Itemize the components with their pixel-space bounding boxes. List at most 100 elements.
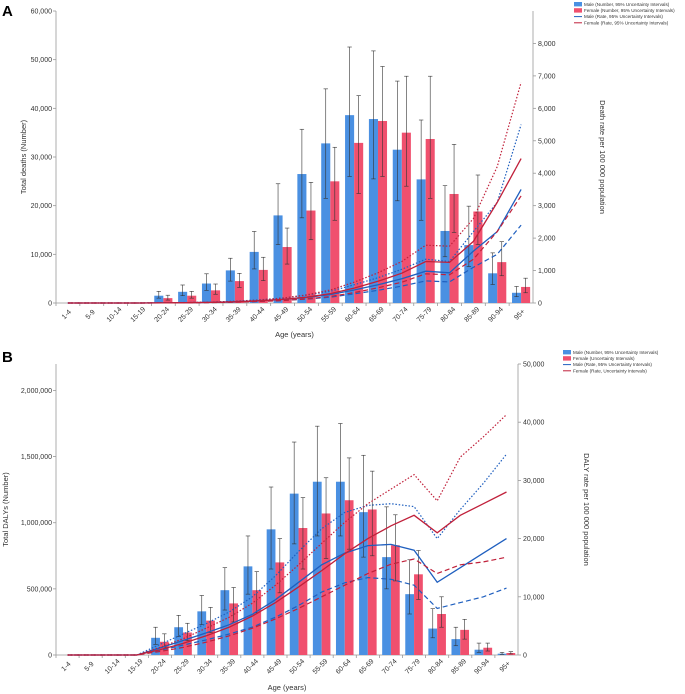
panel-a-bar-male — [297, 174, 307, 303]
panel-b-bar-male — [428, 628, 438, 655]
panel-b-legend-label: Male (Rate, 95% Uncertainty Intervals) — [573, 362, 652, 367]
panel-a-bar-male — [440, 230, 450, 303]
panel-b-bar-male — [335, 481, 345, 655]
panel-a-bar-male — [321, 143, 331, 303]
panel-b-bar-male — [451, 639, 461, 655]
panel-a-rate-lower-female — [67, 195, 522, 304]
panel-a-bar-male — [273, 215, 283, 303]
panel-b-x-tick-label: 1-4 — [60, 661, 72, 673]
panel-a-bar-female — [187, 295, 197, 303]
panel-a-letter: A — [2, 3, 13, 20]
panel-b-x-tick-label: 70-74 — [381, 658, 399, 676]
panel-a-y2-tick-label: 0 — [538, 301, 542, 308]
panel-a-bar-male — [225, 270, 235, 303]
panel-a-x-tick-label: 55-59 — [320, 306, 338, 324]
panel-b-bar-male — [174, 627, 184, 655]
panel-b-legend-label: Female (Rate, Uncertainty Intervals) — [573, 368, 647, 373]
panel-a-bar-female — [449, 193, 459, 303]
panel-b-x-tick-label: 5-9 — [84, 661, 96, 673]
panel-a-y2-tick-label: 1,000 — [538, 268, 556, 275]
panel-a-y-axis-title: Total deaths (Number) — [19, 119, 28, 194]
panel-a-bar-male — [178, 291, 188, 303]
panel-b-rate-lower-female — [67, 556, 507, 656]
panel-b-x-axis-title: Age (years) — [268, 683, 307, 692]
panel-a-x-tick-label: 15-19 — [130, 306, 148, 324]
panel-a-x-tick-label: 85-89 — [464, 306, 482, 324]
panel-a-x-tick-label: 10-14 — [106, 306, 124, 324]
panel-a-y-tick-label: 40,000 — [31, 106, 53, 113]
panel-a-y-tick-label: 20,000 — [31, 203, 53, 210]
panel-b-y2-axis-title: DALY rate per 100 000 population — [582, 453, 591, 566]
panel-b-bar-male — [243, 566, 253, 655]
panel-a-y-tick-label: 0 — [48, 301, 52, 308]
panel-a-x-tick-label: 80-84 — [440, 306, 458, 324]
panel-b-x-tick-label: 65-69 — [358, 658, 376, 676]
panel-a-x-tick-label: 50-54 — [297, 306, 315, 324]
panel-b-bar-female — [390, 545, 400, 655]
panel-a-y-tick-label: 50,000 — [31, 57, 53, 64]
panel-a-bar-male — [154, 295, 164, 303]
panel-a-bar-male — [392, 149, 402, 303]
panel-a-x-tick-label: 60-64 — [344, 306, 362, 324]
panel-b-x-tick-label: 60-64 — [335, 658, 353, 676]
panel-a-x-tick-label: 20-24 — [153, 306, 171, 324]
panel-b-x-tick-label: 45-49 — [266, 658, 284, 676]
panel-a-bar-male — [249, 251, 259, 303]
panel-a-y2-tick-label: 3,000 — [538, 203, 556, 210]
panel-b-y-axis-title: Total DALYs (Number) — [1, 472, 10, 547]
panel-a-y2-axis-title: Death rate per 100 000 population — [598, 100, 607, 214]
panel-b-bar-male — [359, 512, 368, 655]
panel-a-y-tick-label: 30,000 — [31, 155, 53, 162]
panel-a-rate-upper-male — [67, 124, 522, 304]
panel-b-x-tick-label: 50-54 — [289, 658, 307, 676]
panel-a-x-tick-label: 70-74 — [392, 306, 410, 324]
panel-b-x-tick-label: 85-89 — [450, 658, 468, 676]
panel-b-legend: Male (Number, 95% Uncertainty Intervals)… — [563, 350, 659, 373]
panel-a-legend-swatch — [574, 2, 582, 7]
panel-b-bar-male — [289, 493, 299, 655]
panel-a-x-tick-label: 5-9 — [85, 309, 97, 321]
panel-b-bar-female — [414, 574, 423, 655]
panel-a-bar-male — [488, 273, 498, 303]
panel-b-y2-tick-label: 30,000 — [523, 478, 545, 485]
panel-b-y-tick-label: 1,500,000 — [21, 454, 52, 461]
panel-b-legend-swatch — [563, 350, 571, 355]
panel-b-legend-swatch — [563, 356, 571, 361]
panel-b-legend-label: Female (Uncertainty Intervals) — [573, 356, 635, 361]
panel-a-y2-tick-label: 5,000 — [538, 138, 556, 145]
panel-b-y2-tick-label: 20,000 — [523, 536, 545, 543]
panel-b-bar-female — [437, 613, 446, 655]
panel-b-bar-female — [206, 620, 215, 655]
panel-a-bar-female — [425, 138, 435, 303]
panel-b-bar-male — [220, 590, 230, 655]
panel-a-y2-tick-label: 6,000 — [538, 106, 556, 113]
panel-a-bar-female — [282, 247, 292, 303]
panel-b-y2-tick-label: 50,000 — [523, 362, 545, 369]
panel-b-bar-female — [483, 647, 493, 655]
panel-b-y2-tick-label: 40,000 — [523, 420, 545, 427]
panel-a-y2-tick-label: 8,000 — [538, 41, 556, 48]
panel-a-bar-female — [354, 142, 364, 303]
panel-b-bar-female — [321, 513, 331, 655]
panel-b-x-tick-label: 25-29 — [173, 658, 191, 676]
panel-b-bar-female — [367, 509, 377, 655]
panel-a-x-tick-label: 65-69 — [368, 306, 386, 324]
panel-b-bar-male — [197, 611, 207, 655]
panel-a-bar-female — [306, 210, 316, 303]
panel-b-rate-upper-female — [67, 414, 507, 656]
panel-b-bar-female — [275, 562, 285, 655]
panel-b-bar-female — [344, 500, 354, 655]
panel-b-letter: B — [2, 349, 13, 366]
panel-a-x-tick-label: 75-79 — [416, 306, 434, 324]
panel-b-bar-female — [229, 603, 239, 655]
panel-a-y2-tick-label: 2,000 — [538, 236, 556, 243]
panel-a-bar-male — [512, 292, 522, 303]
panel-a-bar-male — [345, 115, 355, 303]
panel-a-bar-male — [368, 119, 378, 303]
panel-b-bar-male — [405, 594, 415, 655]
panel-a-bar-female — [163, 298, 173, 303]
panel-a-legend-label: Female (Number, 95% Uncertainty Interval… — [584, 8, 675, 13]
panel-a-bar-female — [330, 181, 340, 303]
panel-a-x-tick-label: 45-49 — [273, 306, 291, 324]
panel-a-legend-label: Female (Rate, 95% Uncertainty Intervals) — [584, 20, 669, 25]
